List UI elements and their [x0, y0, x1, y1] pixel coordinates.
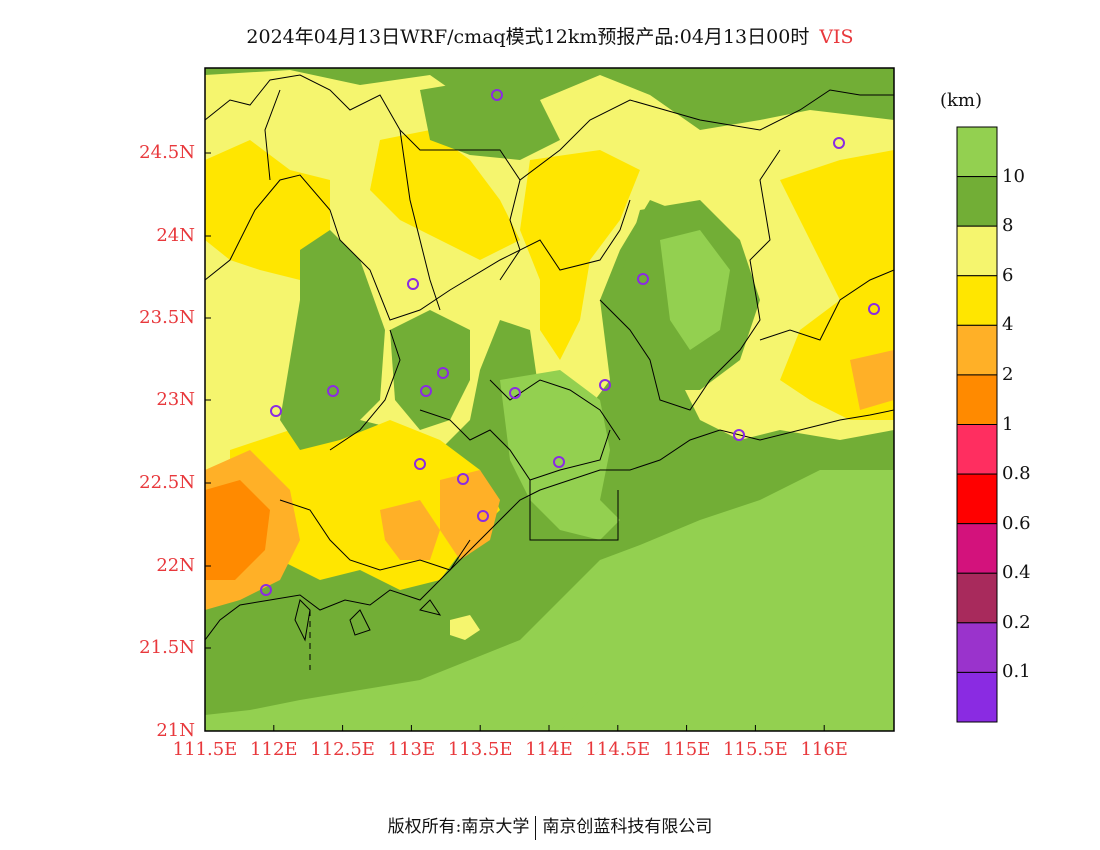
boundary-line — [204, 74, 894, 181]
longitude-label: 116E — [800, 739, 848, 760]
field-light-yellow-sea — [450, 615, 480, 640]
field-dark-green-center — [390, 310, 470, 430]
colorbar-unit: (km) — [940, 90, 983, 111]
axis-ticks — [204, 152, 825, 732]
colorbar-swatch — [956, 275, 998, 326]
latitude-label: 23N — [156, 389, 195, 410]
longitude-label: 114.5E — [585, 739, 651, 760]
boundary-line — [759, 269, 895, 341]
longitude-label: 113E — [387, 739, 436, 760]
latitude-label: 24.5N — [139, 142, 195, 163]
boundary-line — [264, 89, 281, 181]
colorbar-label: 0.6 — [1002, 512, 1031, 534]
latitude-label: 22.5N — [139, 472, 195, 493]
station-marker — [407, 278, 419, 290]
colorbar-label: 0.2 — [1002, 611, 1031, 633]
station-marker — [733, 429, 745, 441]
colorbar-swatch — [956, 424, 998, 475]
station-marker — [414, 458, 426, 470]
colorbar-swatch — [956, 473, 998, 525]
station-marker — [477, 510, 489, 522]
boundary-line — [399, 129, 441, 311]
station-marker — [260, 584, 272, 596]
latitude-label: 24N — [156, 225, 195, 246]
field-dark-green-west — [280, 230, 385, 450]
colorbar-swatch — [956, 324, 998, 376]
longitude-label: 113.5E — [447, 739, 513, 760]
longitude-label: 112.5E — [310, 739, 375, 760]
field-orange-south — [380, 500, 440, 560]
field-light-green-east-core — [660, 230, 730, 350]
copyright-footer: 版权所有:南京大学 南京创蓝科技有限公司 — [0, 812, 1100, 840]
station-marker — [270, 405, 282, 417]
station-marker — [553, 456, 565, 468]
station-markers — [260, 89, 880, 596]
boundary-line — [329, 329, 401, 451]
field-yellow-east — [780, 150, 894, 420]
footer-separator — [535, 815, 537, 840]
coastline — [204, 409, 895, 641]
colorbar-swatch — [956, 374, 998, 425]
title-main: 2024年04月13日WRF/cmaq模式12km预报产品:04月13日00时 — [246, 26, 810, 48]
colorbar-label: 0.1 — [1002, 661, 1031, 683]
colorbar-swatch — [956, 572, 998, 624]
copyright-right: 南京创蓝科技有限公司 — [542, 817, 713, 837]
colorbar-label: 6 — [1002, 264, 1014, 286]
longitude-label: 111.5E — [172, 739, 238, 760]
colorbar-swatch — [956, 225, 998, 277]
station-marker — [833, 137, 845, 149]
latitude-label: 23.5N — [139, 307, 195, 328]
coast-islands — [294, 599, 442, 642]
colorbar-label: 1 — [1002, 413, 1014, 435]
station-marker — [509, 387, 521, 399]
chart-title: 2024年04月13日WRF/cmaq模式12km预报产品:04月13日00时 V… — [0, 22, 1100, 49]
boundary-line — [599, 149, 781, 411]
station-marker — [637, 273, 649, 285]
station-marker — [491, 89, 503, 101]
boundary-line — [529, 480, 619, 541]
field-yellow-center — [370, 130, 520, 260]
colorbar-swatch — [956, 523, 998, 574]
colorbar-label: 2 — [1002, 363, 1014, 385]
station-marker — [420, 385, 432, 397]
map-boundaries — [204, 74, 895, 670]
colorbar-label: 0.4 — [1002, 562, 1031, 584]
latitude-label: 22N — [156, 555, 195, 576]
colorbar-swatch — [956, 176, 998, 227]
longitude-label: 115.5E — [723, 739, 788, 760]
field-orange-pearl — [440, 470, 500, 560]
colorbar-label: 10 — [1002, 165, 1025, 187]
colorbar-label: 4 — [1002, 314, 1014, 336]
boundary-line — [489, 379, 621, 441]
longitude-label: 115E — [662, 739, 711, 760]
map-field — [205, 68, 894, 731]
boundary-line — [279, 499, 471, 571]
colorbar — [956, 126, 998, 723]
station-marker — [868, 303, 880, 315]
colorbar-swatch — [956, 622, 998, 673]
boundary-line — [499, 179, 521, 281]
latitude-label: 21.5N — [139, 637, 195, 658]
station-marker — [327, 385, 339, 397]
title-variable: VIS — [819, 26, 854, 48]
boundary-line — [419, 409, 611, 481]
station-marker — [457, 473, 469, 485]
colorbar-swatch — [956, 126, 998, 178]
station-marker — [599, 379, 611, 391]
field-yellow-nc — [520, 150, 640, 360]
field-light-green-se — [560, 540, 894, 731]
colorbar-label: 0.8 — [1002, 463, 1031, 485]
field-dark-green-north-core — [420, 80, 560, 160]
field-orange-east — [850, 350, 894, 410]
longitude-label: 114E — [525, 739, 573, 760]
copyright-left: 版权所有:南京大学 — [387, 817, 530, 837]
colorbar-swatch — [956, 671, 998, 723]
colorbar-label: 8 — [1002, 215, 1014, 237]
latitude-label: 21N — [156, 720, 195, 741]
boundary-line — [204, 174, 631, 321]
station-marker — [437, 367, 449, 379]
field-dark-orange-sw — [205, 480, 270, 580]
longitude-label: 112E — [250, 739, 298, 760]
